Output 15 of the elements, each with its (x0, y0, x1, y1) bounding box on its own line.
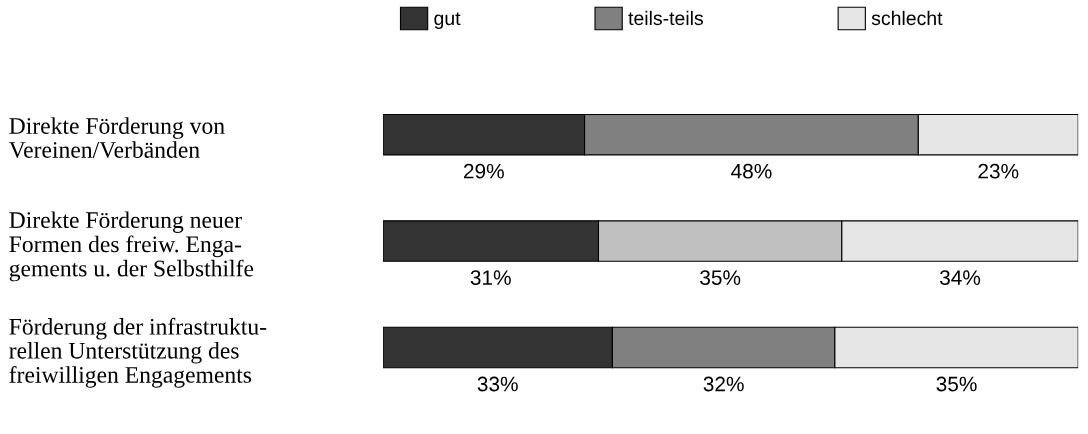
data-label: 33% (477, 376, 518, 392)
data-label: 35% (700, 270, 741, 285)
legend-label: schlecht (871, 10, 943, 26)
data-label: 35% (936, 376, 977, 392)
legend-label: teils-teils (628, 10, 703, 26)
y-tick-label: Förderung der infrastruktu- rellen Unterstützung des freiwilligen Engagements (9, 317, 267, 388)
legend-label: gut (434, 12, 461, 29)
y-tick-label: Direkte Förderung neuer Formen des freiw. Enga- gements u. der Selbsthilfe (9, 211, 254, 282)
data-label: 48% (731, 163, 772, 179)
data-label: 34% (939, 270, 981, 285)
y-tick-label: Direkte Förderung von Vereinen/Verbänden (8, 117, 225, 158)
data-label: 32% (703, 376, 744, 392)
data-label: 23% (978, 163, 1019, 179)
data-label: 31% (470, 270, 511, 285)
data-label: 29% (463, 163, 504, 179)
